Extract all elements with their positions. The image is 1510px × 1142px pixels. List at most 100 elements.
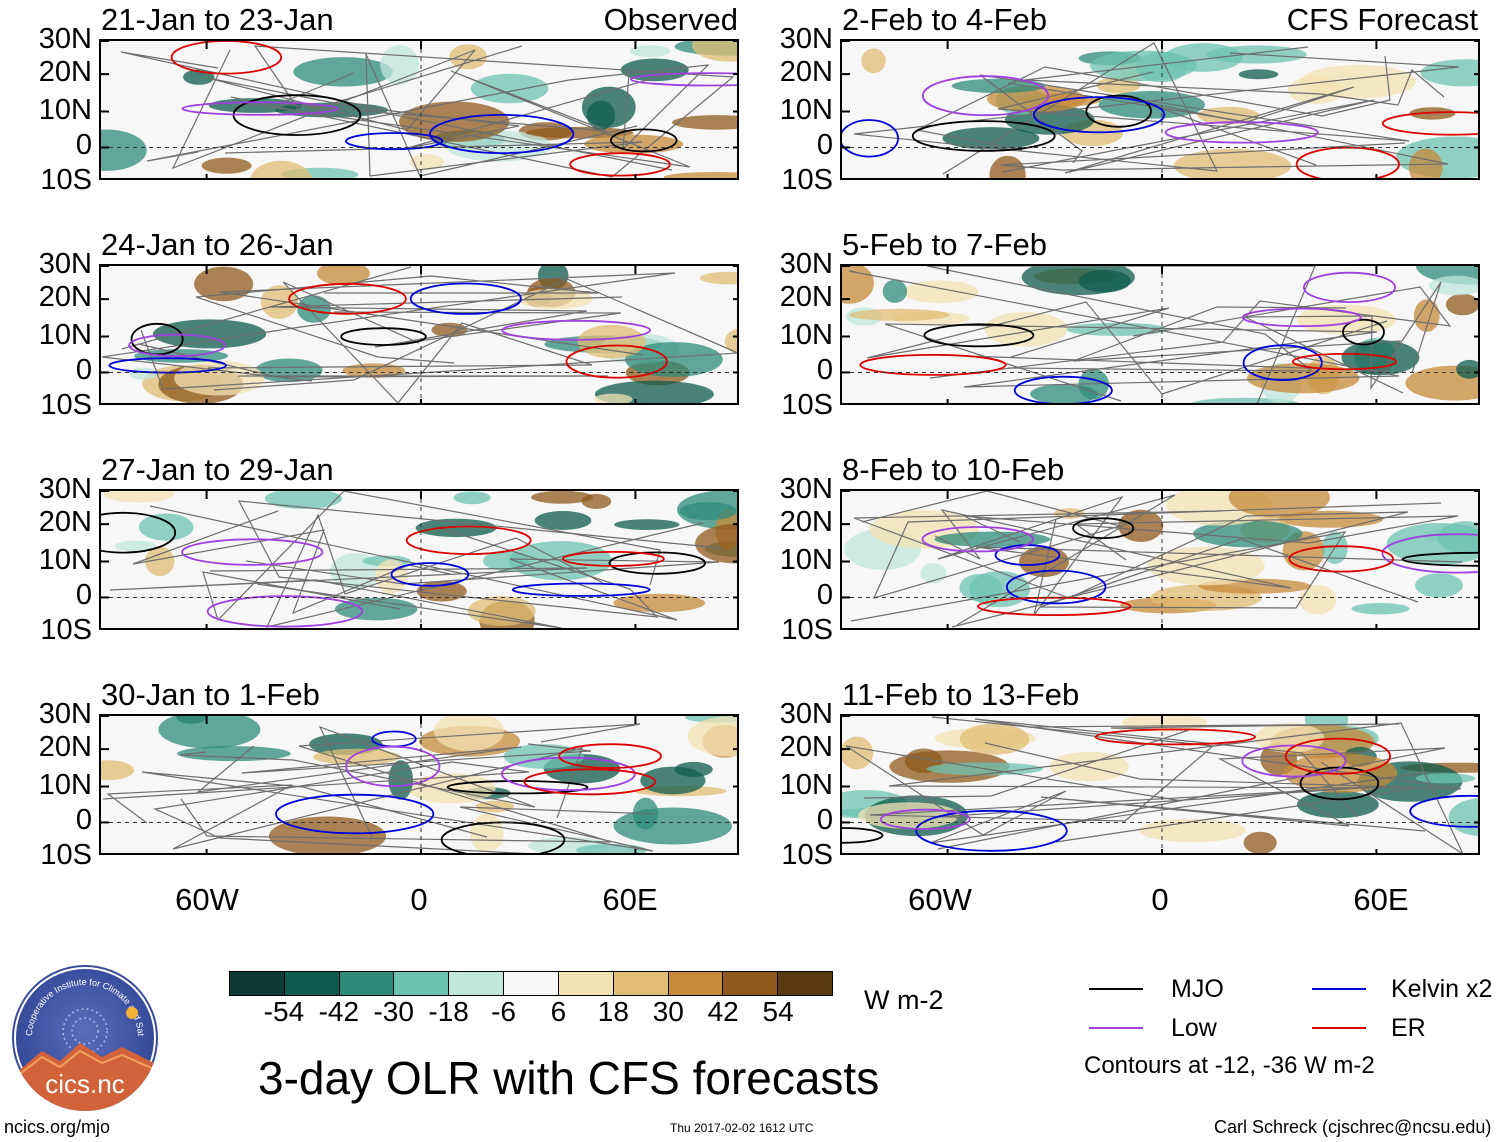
contour-kelvin-x2 xyxy=(275,793,435,835)
olr-anomaly-blob xyxy=(1429,275,1478,296)
olr-anomaly-blob xyxy=(101,760,134,781)
contour-mjo xyxy=(1085,94,1152,128)
colorbar-cell-0 xyxy=(230,972,285,995)
legend-label-low: Low xyxy=(1171,1014,1217,1042)
olr-anomaly-blob xyxy=(194,266,254,302)
lat-label-fcst-3-4: 10S xyxy=(781,614,833,646)
olr-anomaly-blob xyxy=(882,279,908,303)
contour-low xyxy=(921,75,1050,117)
olr-anomaly-blob xyxy=(313,748,401,765)
olr-anomaly-blob xyxy=(525,126,634,139)
olr-anomaly-blob xyxy=(1228,491,1330,518)
contour-er xyxy=(1288,545,1395,573)
lat-label-fcst-3-1: 20N xyxy=(779,506,833,539)
contour-low xyxy=(1381,533,1478,574)
olr-anomaly-blob xyxy=(531,491,593,504)
colorbar-cell-10 xyxy=(778,972,832,995)
olr-anomaly-blob xyxy=(449,44,487,70)
map-panel-obs-1 xyxy=(99,39,739,180)
olr-anomaly-blob xyxy=(614,519,680,530)
contour-mjo xyxy=(1401,551,1478,567)
coastline xyxy=(850,531,1419,622)
colorbar-cell-9 xyxy=(723,972,779,995)
footer-author: Carl Schreck (cjschrec@ncsu.edu) xyxy=(1214,1117,1492,1137)
olr-anomaly-blob xyxy=(903,280,979,304)
olr-colorbar xyxy=(229,971,833,996)
contour-er xyxy=(1094,728,1256,746)
contour-er xyxy=(977,596,1132,617)
coastline xyxy=(230,45,735,178)
olr-field-fcst-2 xyxy=(842,266,1478,403)
contour-low xyxy=(1241,744,1347,778)
panel-title-fcst-4: 11-Feb to 13-Feb xyxy=(842,677,1080,712)
olr-anomaly-blob xyxy=(1049,751,1129,782)
olr-anomaly-blob xyxy=(1296,304,1396,335)
lat-label-fcst-4-4: 10S xyxy=(781,839,833,871)
contour-mjo xyxy=(842,827,884,844)
olr-anomaly-blob xyxy=(415,518,497,538)
olr-anomaly-blob xyxy=(534,511,592,530)
olr-anomaly-blob xyxy=(483,550,530,572)
contour-er xyxy=(1291,353,1397,371)
lat-label-obs-3-3: 0 xyxy=(75,579,92,612)
lat-label-fcst-1-3: 0 xyxy=(816,129,833,162)
lat-label-fcst-4-0: 30N xyxy=(779,698,833,730)
colorbar-cell-4 xyxy=(449,972,505,995)
colorbar-tick-label-5: 6 xyxy=(550,996,567,1027)
olr-anomaly-blob xyxy=(1351,603,1410,615)
colorbar-tick-label-2: -30 xyxy=(373,996,414,1027)
olr-anomaly-blob xyxy=(989,155,1026,178)
olr-anomaly-blob xyxy=(250,160,313,178)
olr-anomaly-blob xyxy=(101,129,147,171)
colorbar-tick-label-3: -18 xyxy=(428,996,469,1027)
coastline xyxy=(1002,82,1375,174)
olr-anomaly-blob xyxy=(114,540,157,552)
olr-anomaly-blob xyxy=(103,491,175,503)
footer-url[interactable]: ncics.org/mjo xyxy=(4,1117,111,1137)
colorbar-cell-7 xyxy=(613,972,669,995)
olr-anomaly-blob xyxy=(268,816,387,853)
contour-mjo xyxy=(340,327,427,346)
colorbar-cell-3 xyxy=(394,972,450,995)
lat-label-obs-1-2: 10N xyxy=(38,93,92,126)
olr-anomaly-blob xyxy=(416,580,467,602)
olr-anomaly-blob xyxy=(692,41,737,62)
lat-label-fcst-1-2: 10N xyxy=(779,93,833,126)
panel-title-obs-4: 30-Jan to 1-Feb xyxy=(101,677,320,712)
map-panel-obs-3 xyxy=(99,489,739,630)
olr-anomaly-blob xyxy=(467,596,536,626)
olr-anomaly-blob xyxy=(629,45,671,58)
contour-kelvin-x2 xyxy=(511,582,651,597)
lat-label-obs-2-4: 10S xyxy=(40,389,92,421)
olr-anomaly-blob xyxy=(1341,340,1420,376)
olr-anomaly-blob xyxy=(297,295,331,323)
lat-label-fcst-2-4: 10S xyxy=(781,389,833,421)
olr-anomaly-blob xyxy=(625,342,723,377)
map-panel-fcst-3 xyxy=(840,489,1480,630)
olr-anomaly-blob xyxy=(934,531,1051,547)
map-panel-obs-4 xyxy=(99,714,739,855)
contour-er xyxy=(523,768,657,796)
olr-anomaly-blob xyxy=(679,502,737,521)
contour-low xyxy=(206,595,364,628)
lat-label-obs-3-2: 10N xyxy=(38,543,92,576)
lat-label-obs-3-1: 20N xyxy=(38,506,92,539)
contour-low xyxy=(629,72,737,87)
contour-low xyxy=(181,538,324,566)
contour-er xyxy=(565,344,668,379)
coastline xyxy=(869,716,1375,822)
lat-label-obs-1-0: 30N xyxy=(38,23,92,55)
coastline xyxy=(171,49,673,171)
olr-anomaly-blob xyxy=(581,493,612,509)
coastline xyxy=(195,743,592,793)
olr-anomaly-blob xyxy=(158,716,261,749)
lat-label-fcst-3-3: 0 xyxy=(816,579,833,612)
svg-text:Cooperative Institute for Clim: Cooperative Institute for Climate and Sa… xyxy=(12,965,146,1037)
coastline xyxy=(102,761,530,853)
contour-er xyxy=(569,152,671,177)
contour-mjo xyxy=(446,780,589,795)
coastline xyxy=(120,51,666,150)
olr-anomaly-blob xyxy=(1164,43,1243,72)
contour-mjo xyxy=(610,128,678,153)
coastline xyxy=(207,281,593,403)
